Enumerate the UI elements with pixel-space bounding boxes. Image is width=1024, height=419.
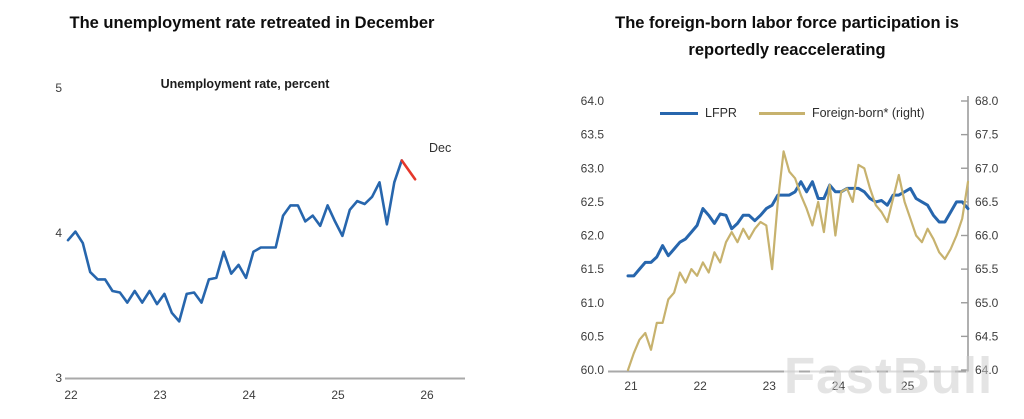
unemployment-chart-panel: The unemployment rate retreated in Decem… (55, 14, 465, 402)
right-y-tick-label: 68.0 (975, 94, 999, 108)
y-tick-label: 5 (55, 81, 62, 95)
y-tick-label: 3 (55, 371, 62, 385)
x-tick-label: 24 (242, 388, 256, 402)
right-y-tick-label: 66.5 (975, 195, 999, 209)
left-y-tick-label: 60.5 (581, 329, 605, 343)
left-y-tick-label: 64.0 (581, 94, 605, 108)
left-y-tick-label: 61.5 (581, 262, 605, 276)
left-y-tick-label: 63.0 (581, 161, 605, 175)
right-y-tick-label: 66.0 (975, 229, 999, 243)
dec-annotation: Dec (429, 141, 452, 155)
unemployment-rate-line (66, 159, 404, 323)
left-chart-subtitle: Unemployment rate, percent (160, 77, 330, 91)
foreign-born-line-swatch (758, 111, 805, 115)
right-y-tick-label: 67.5 (975, 128, 999, 142)
right-y-tick-label: 65.0 (975, 296, 999, 310)
foreign-born-line (626, 150, 970, 372)
left-y-tick-label: 61.0 (581, 296, 605, 310)
y-tick-label: 4 (55, 226, 62, 240)
right-y-tick-label: 64.5 (975, 329, 999, 343)
left-chart-title: The unemployment rate retreated in Decem… (69, 14, 435, 32)
x-tick-label: 23 (763, 379, 777, 393)
lfpr-line-swatch (660, 111, 698, 115)
lfpr-chart-panel: The foreign-born labor force participati… (512, 0, 1024, 419)
x-tick-label: 22 (693, 379, 707, 393)
right-y-tick-label: 67.0 (975, 161, 999, 175)
unemployment-plot: 3 4 5 22 23 24 25 26 (55, 81, 465, 402)
x-tick-label: 25 (901, 379, 915, 393)
lfpr-line (626, 180, 970, 278)
left-y-tick-label: 60.0 (581, 363, 605, 377)
left-y-tick-label: 62.5 (581, 195, 605, 209)
left-y-tick-label: 63.5 (581, 128, 605, 142)
legend-item-foreign-born: Foreign-born* (right) (758, 106, 925, 120)
x-tick-label: 21 (624, 379, 638, 393)
x-tick-label: 24 (832, 379, 846, 393)
x-tick-label: 23 (153, 388, 167, 402)
x-tick-label: 25 (331, 388, 345, 402)
right-y-tick-label: 64.0 (975, 363, 999, 377)
chart-legend: LFPR Foreign-born* (right) (660, 106, 925, 120)
right-chart-title: The foreign-born labor force participati… (615, 14, 959, 59)
left-y-tick-label: 62.0 (581, 229, 605, 243)
x-tick-label: 26 (420, 388, 434, 402)
legend-label-foreign-born: Foreign-born* (right) (811, 106, 925, 120)
right-y-tick-label: 65.5 (975, 262, 999, 276)
legend-label-lfpr: LFPR (705, 106, 737, 120)
legend-item-lfpr: LFPR (660, 106, 737, 120)
x-tick-label: 22 (64, 388, 78, 402)
december-decline-segment (400, 159, 417, 181)
lfpr-plot: 64.0 63.5 63.0 62.5 62.0 61.5 61.0 60.5 60.0 68.0… (581, 94, 999, 393)
